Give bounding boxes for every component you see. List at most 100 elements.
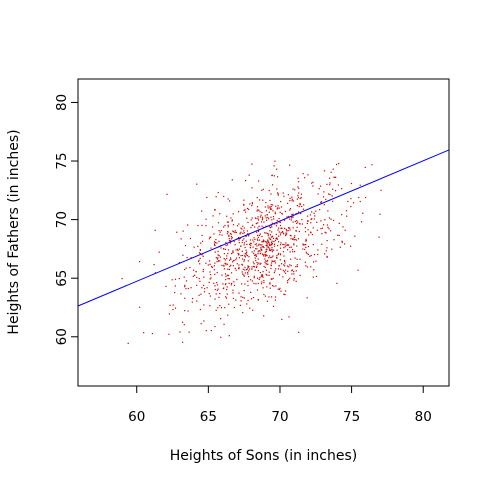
data-point [281,213,283,215]
data-point [166,193,168,195]
data-point [232,230,234,232]
data-point [254,226,256,228]
data-point [259,233,261,235]
data-point [252,261,254,263]
data-point [257,219,260,221]
data-point [244,266,246,269]
data-point [271,236,274,238]
data-point [305,251,307,253]
data-point [304,244,306,246]
data-point [289,209,291,211]
data-point [198,252,201,254]
data-point [213,265,215,267]
data-point [330,218,332,220]
data-point [225,264,227,266]
data-point [306,297,308,299]
data-point [192,275,194,277]
data-point [228,234,230,236]
data-point [291,273,293,275]
data-point [229,232,231,235]
data-point [276,222,278,225]
data-point [295,229,297,232]
data-point [234,267,236,270]
data-point [277,238,279,240]
data-point [273,245,276,247]
data-point [253,266,256,268]
data-point [201,287,203,289]
data-point [257,282,259,285]
data-point [270,224,272,227]
data-point [270,244,272,246]
data-point [238,241,240,244]
data-point [255,222,257,225]
data-point [273,218,275,220]
data-point [228,235,230,237]
data-point [187,287,189,290]
data-point [268,296,270,298]
data-point [266,219,268,221]
data-point [277,244,279,247]
data-point [230,258,232,260]
data-point [283,244,285,246]
data-point [245,235,247,238]
data-point [288,316,290,318]
data-point [337,184,339,186]
data-point [226,257,228,259]
data-point [336,282,338,285]
data-point [289,200,291,202]
data-point [270,267,272,270]
data-point [190,287,192,289]
data-point [179,331,181,333]
data-point [272,210,274,212]
data-point [264,261,266,263]
data-point [215,196,217,198]
data-point [284,227,286,230]
data-point [217,288,219,290]
data-point [287,194,289,196]
data-point [291,270,293,272]
data-point [298,230,300,233]
data-point [200,323,202,325]
data-point [323,224,325,226]
data-point [229,240,232,242]
data-point [251,280,253,282]
data-point [243,275,245,277]
data-point [261,275,264,277]
data-point [260,249,263,251]
data-point [321,243,323,245]
data-point [286,280,289,282]
data-point [240,300,242,302]
data-point [274,260,276,262]
data-point [209,305,211,307]
data-point [252,296,255,299]
data-point [278,265,280,267]
data-point [271,285,274,287]
data-point [269,249,271,251]
data-point [244,253,246,255]
data-point [328,228,330,230]
data-point [201,254,203,256]
data-point [338,162,340,165]
data-point [292,200,295,202]
data-point [293,271,295,273]
data-point [226,215,228,217]
data-point [307,229,309,231]
data-point [271,226,273,228]
data-point [207,264,209,266]
data-point [260,283,263,285]
data-point [203,304,205,306]
data-point [219,260,221,262]
data-point [271,243,273,245]
data-point [298,192,300,194]
data-point [246,230,249,232]
data-point [320,220,322,222]
data-point [239,233,241,235]
data-point [227,231,229,233]
data-point [266,241,268,243]
data-point [232,297,235,300]
data-point [266,242,268,245]
data-point [243,242,246,244]
data-point [243,259,246,261]
data-point [261,253,264,255]
data-point [311,182,313,184]
